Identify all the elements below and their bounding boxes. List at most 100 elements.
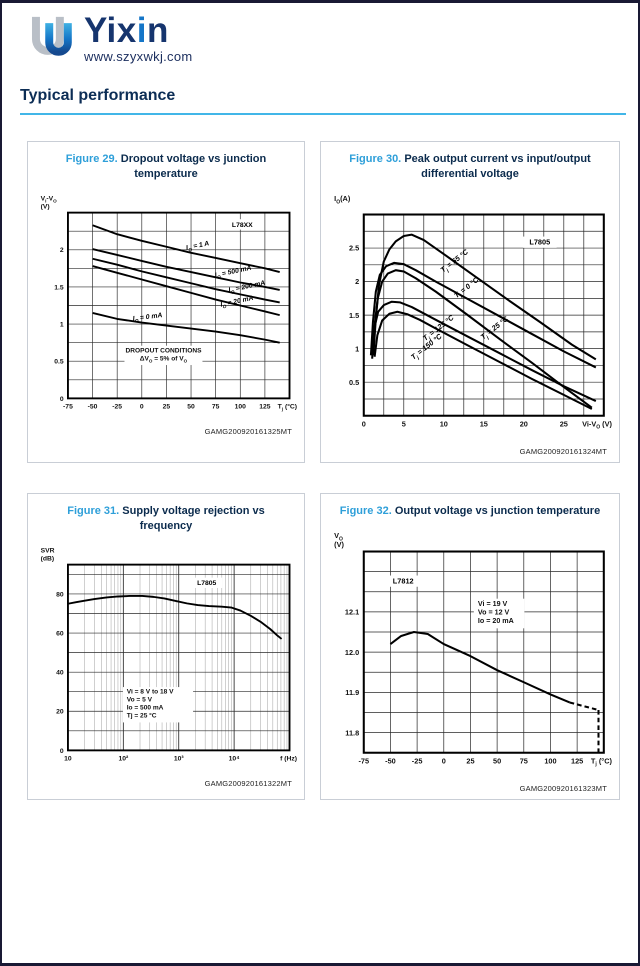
svg-text:40: 40	[56, 669, 64, 676]
svg-text:25: 25	[163, 403, 171, 410]
figure-30-title: Figure 30. Peak output current vs input/…	[335, 152, 605, 182]
heading-underline	[20, 113, 626, 115]
svg-text:0: 0	[60, 396, 64, 403]
logo-text: Yixin www.szyxwkj.com	[84, 13, 193, 64]
logo-u-icon	[31, 16, 72, 56]
svg-text:Vi = 19 V: Vi = 19 V	[478, 600, 508, 608]
svg-text:Vi-VO (V): Vi-VO (V)	[582, 419, 612, 430]
brand-highlight: i	[136, 11, 147, 50]
svg-text:12.0: 12.0	[345, 648, 359, 657]
svg-text:1.5: 1.5	[349, 310, 359, 319]
svg-text:15: 15	[480, 419, 488, 428]
svg-text:0: 0	[362, 419, 366, 428]
svg-text:(V): (V)	[334, 540, 344, 549]
svg-text:1: 1	[60, 321, 64, 328]
svg-text:(V): (V)	[41, 203, 50, 210]
svg-text:5: 5	[402, 419, 406, 428]
figure-grid: Figure 29. Dropout voltage vs junction t…	[27, 141, 620, 801]
svg-text:20: 20	[56, 708, 64, 715]
svg-text:f (Hz): f (Hz)	[280, 755, 297, 762]
svg-text:Vo = 5 V: Vo = 5 V	[127, 696, 153, 703]
svg-text:2: 2	[355, 277, 359, 286]
page-header: Yixin www.szyxwkj.com Typical performanc…	[2, 3, 638, 115]
brand-post: n	[146, 11, 169, 50]
brand-pre: Yix	[84, 11, 137, 50]
svg-text:100: 100	[235, 403, 247, 410]
svg-text:75: 75	[212, 403, 220, 410]
svg-text:10³: 10³	[174, 755, 185, 762]
svg-text:11.9: 11.9	[345, 688, 359, 697]
svg-text:100: 100	[544, 756, 556, 765]
svg-text:12.1: 12.1	[345, 607, 359, 616]
svg-text:25: 25	[560, 419, 568, 428]
svg-text:Tj (°C): Tj (°C)	[278, 402, 297, 411]
svg-text:0.5: 0.5	[54, 358, 64, 365]
svg-text:IO = 1 A: IO = 1 A	[185, 240, 210, 253]
figure-29-title: Figure 29. Dropout voltage vs junction t…	[42, 152, 290, 182]
figure-31-code: GAMG200920161322MT	[204, 779, 292, 789]
chart-dropout-voltage: -75 -50 -25 0 25 50 75 100 125 0 0.5 1 1.5 2 Tj (°C) VI…	[41, 195, 297, 411]
figure-29-label: Figure 29.	[65, 153, 118, 165]
svg-text:Tj = 25 °C: Tj = 25 °C	[127, 711, 157, 719]
figure-30-label: Figure 30.	[349, 153, 402, 165]
svg-text:25: 25	[466, 756, 474, 765]
panel-figure-32: Figure 32. Output voltage vs junction te…	[320, 493, 620, 801]
svg-text:-25: -25	[412, 756, 423, 765]
svg-text:125: 125	[571, 756, 583, 765]
svg-text:2: 2	[60, 247, 64, 254]
figure-32-label: Figure 32.	[339, 505, 392, 518]
svg-text:Tj (°C): Tj (°C)	[591, 756, 613, 767]
svg-text:10: 10	[64, 755, 72, 762]
svg-text:10: 10	[440, 419, 448, 428]
figure-29-code: GAMG200920161325MT	[204, 427, 292, 437]
svg-text:VI-VO: VI-VO	[41, 195, 58, 203]
svg-text:80: 80	[56, 591, 64, 598]
svg-text:L7805: L7805	[529, 237, 550, 246]
svg-text:-25: -25	[112, 403, 122, 410]
svg-text:IO = 0 mA: IO = 0 mA	[132, 312, 163, 324]
figure-31-title-text: Supply voltage rejection vs frequency	[122, 505, 265, 532]
svg-text:10⁴: 10⁴	[229, 755, 240, 762]
logo: Yixin www.szyxwkj.com	[2, 3, 638, 65]
chart-supply-voltage-rejection: 10 10² 10³ 10⁴ 0 20 40 60 80 f (Hz) SVR(dB) Vi = 8 …	[41, 547, 297, 762]
figure-32-title-text: Output voltage vs junction temperature	[394, 505, 601, 518]
panel-figure-29: Figure 29. Dropout voltage vs junction t…	[27, 141, 305, 464]
svg-text:Vo = 12 V: Vo = 12 V	[478, 608, 510, 616]
svg-text:10²: 10²	[118, 755, 129, 762]
svg-text:50: 50	[493, 756, 501, 765]
svg-text:1: 1	[355, 344, 359, 353]
figure-29-title-text: Dropout voltage vs junction temperature	[120, 153, 267, 180]
figure-31-label: Figure 31.	[67, 505, 120, 518]
svg-text:DROPOUT CONDITIONS: DROPOUT CONDITIONS	[125, 347, 202, 354]
svg-text:-50: -50	[88, 403, 98, 410]
svg-text:IO = 500 mA: IO = 500 mA	[214, 264, 252, 280]
brand-name: Yixin	[84, 13, 193, 48]
svg-text:Io = 20 mA: Io = 20 mA	[478, 617, 514, 625]
chart-output-voltage: -75 -50 -25 0 25 50 75 100 125 11.8 11.9 12.0 12.1 Tj…	[334, 531, 613, 767]
svg-text:L78XX: L78XX	[232, 221, 253, 228]
svg-text:Io = 500 mA: Io = 500 mA	[127, 704, 164, 711]
svg-text:L7812: L7812	[393, 577, 414, 586]
svg-text:0: 0	[140, 403, 144, 410]
svg-text:0: 0	[442, 756, 446, 765]
section-heading: Typical performance	[20, 87, 176, 104]
svg-text:-50: -50	[385, 756, 396, 765]
chart-peak-output-current: 0 5 10 15 20 25 0.5 1 1.5 2 2.5 Vi-VO (V) IO(A) L7805…	[334, 194, 612, 430]
svg-text:2.5: 2.5	[349, 243, 359, 252]
svg-text:0: 0	[60, 748, 64, 755]
svg-text:50: 50	[187, 403, 195, 410]
svg-text:(dB): (dB)	[41, 555, 55, 562]
svg-text:60: 60	[56, 630, 64, 637]
svg-text:VO: VO	[334, 531, 343, 542]
website-text: www.szyxwkj.com	[84, 49, 193, 64]
figure-30-title-text: Peak output current vs input/output diff…	[404, 153, 591, 180]
panel-figure-30: Figure 30. Peak output current vs input/…	[320, 141, 620, 464]
svg-text:Vi = 8 V to 18 V: Vi = 8 V to 18 V	[127, 688, 174, 695]
figure-32-code: GAMG200920161323MT	[519, 784, 607, 794]
svg-text:75: 75	[520, 756, 528, 765]
svg-text:1.5: 1.5	[54, 284, 64, 291]
svg-text:125: 125	[259, 403, 271, 410]
svg-text:20: 20	[520, 419, 528, 428]
figure-30-code: GAMG200920161324MT	[519, 447, 607, 457]
